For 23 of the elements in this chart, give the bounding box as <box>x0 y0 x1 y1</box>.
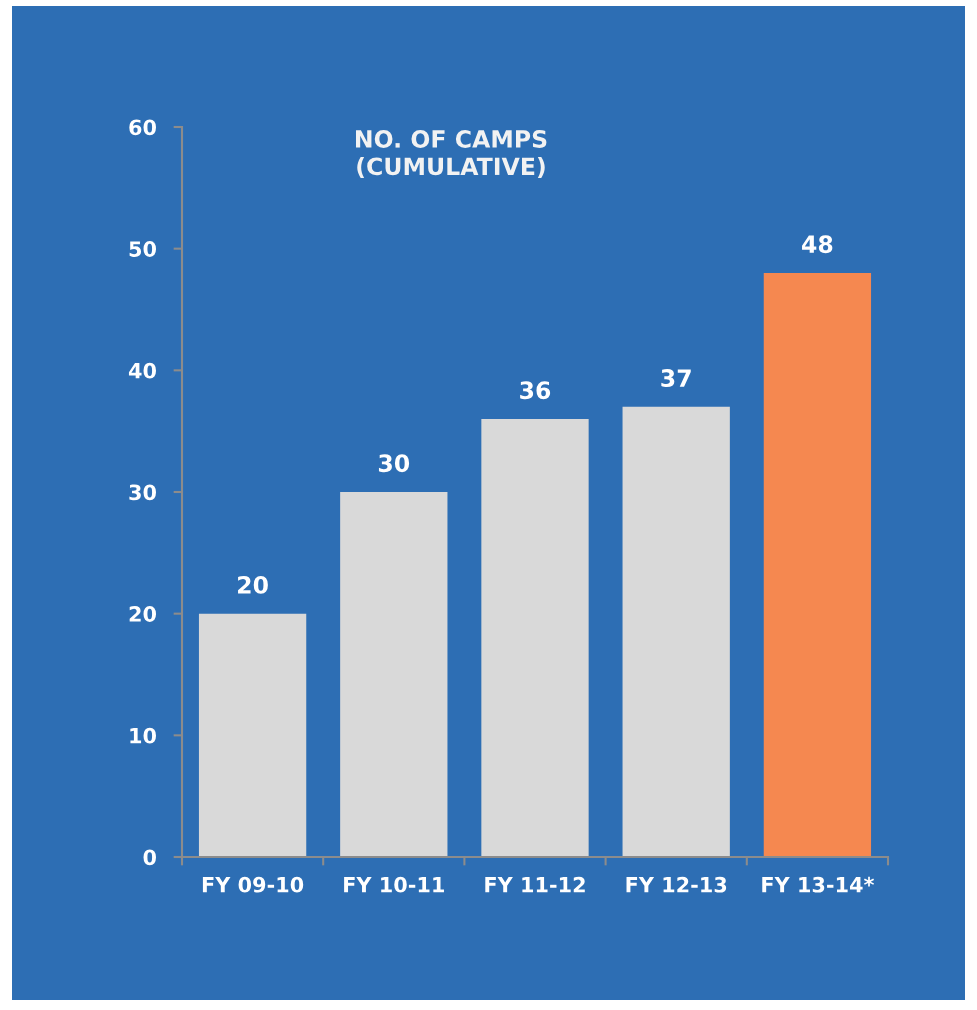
y-tick-label: 50 <box>129 241 156 257</box>
y-tick-label: 0 <box>143 849 156 866</box>
data-label: 36 <box>520 381 551 400</box>
bar <box>763 273 872 857</box>
bar <box>198 613 307 857</box>
y-tick-label: 10 <box>130 727 156 744</box>
y-tick-label: 60 <box>129 119 156 136</box>
text: NO. OF CAMPS (CUMULATIVE) <box>356 130 547 179</box>
bar <box>622 406 730 857</box>
data-label: 20 <box>238 575 268 594</box>
bar <box>340 492 448 857</box>
x-tick-label: FY 09-10 <box>202 876 304 893</box>
y-tick-label: 40 <box>128 362 156 379</box>
x-tick-label: FY 13-14* <box>762 876 875 893</box>
data-label: 30 <box>378 454 410 473</box>
x-tick-label: FY 11-12 <box>485 876 585 893</box>
y-tick-label: 20 <box>129 606 156 622</box>
y-tick-label: 30 <box>129 484 156 501</box>
x-tick-label: FY 12-13 <box>626 876 727 893</box>
bar <box>481 419 589 857</box>
data-label: 37 <box>661 369 691 387</box>
data-label: 48 <box>802 235 833 254</box>
x-tick-label: FY 10-11 <box>344 876 444 893</box>
